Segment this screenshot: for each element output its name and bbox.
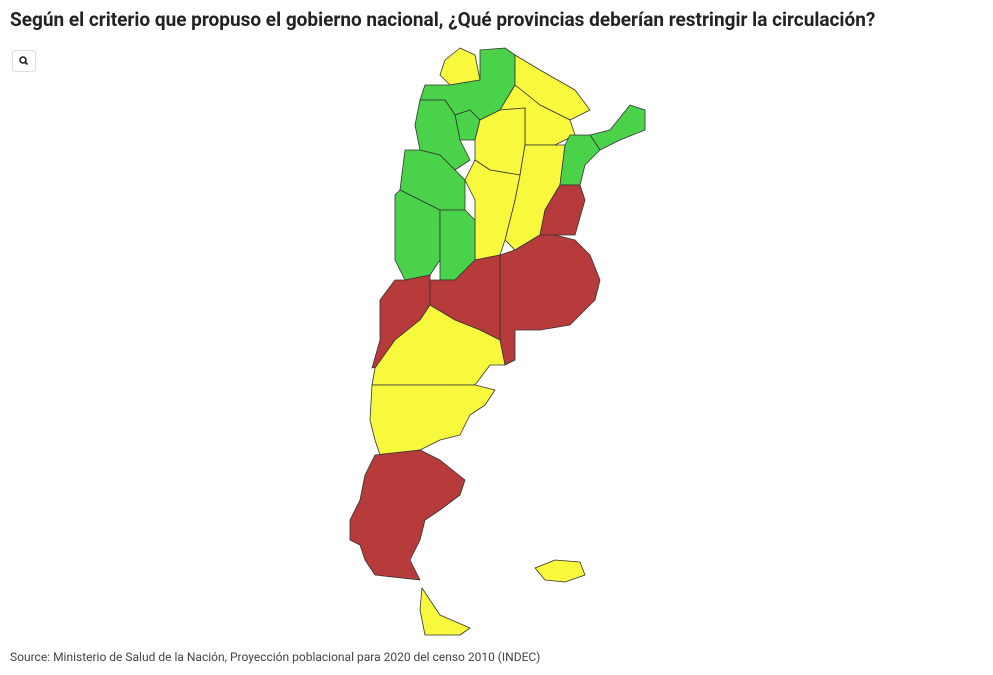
province [539,184,586,236]
islands [534,559,586,583]
province [589,104,646,151]
province [349,449,466,581]
province [439,47,481,86]
province [419,587,471,636]
map [349,47,646,636]
province [499,234,601,366]
province [559,134,601,186]
province [394,189,441,281]
search-icon [19,56,29,66]
source: Source: Ministerio de Salud de la Nación… [10,650,541,664]
province [369,384,496,456]
title: Según el criterio que propuso el gobiern… [10,8,876,31]
province [414,99,471,171]
province [371,304,506,386]
search-button[interactable] [12,50,36,72]
